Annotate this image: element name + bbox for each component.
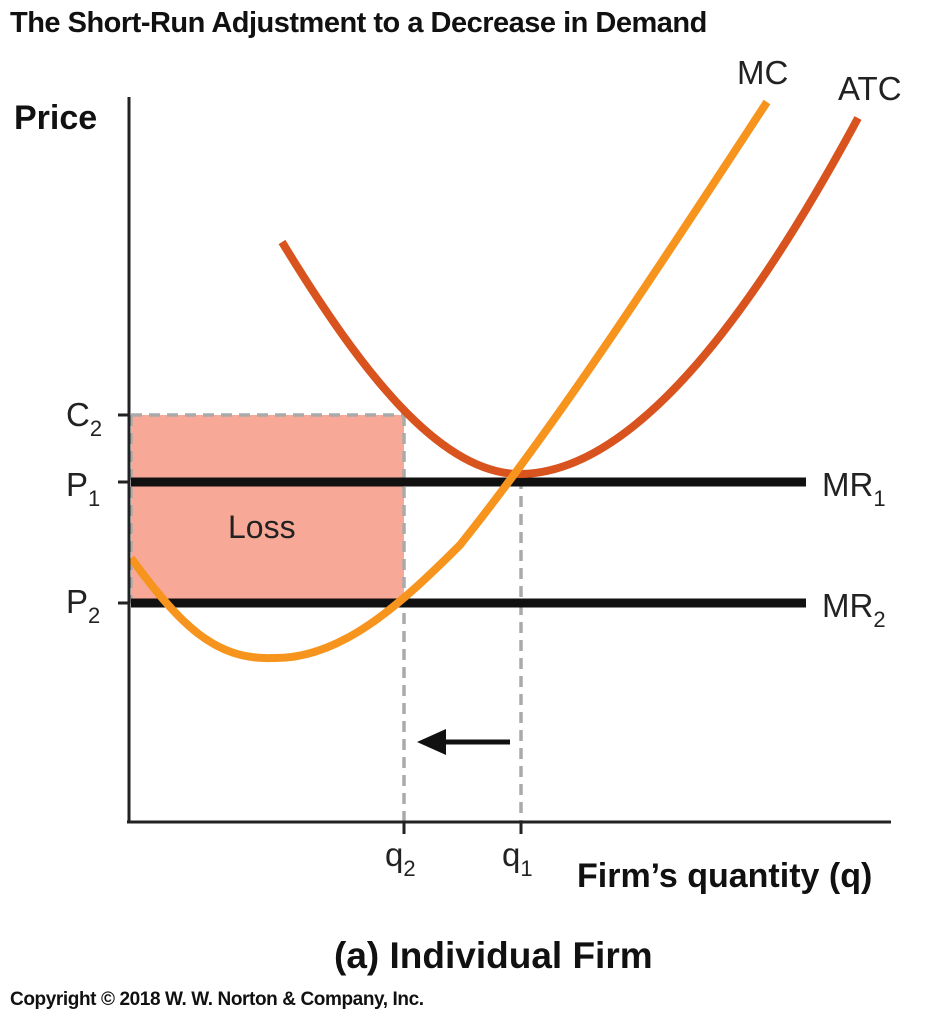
mc-curve [127,99,771,663]
tick-label-p2: P2 [66,583,100,628]
tick-label-q1: q1 [502,836,533,881]
arrow-left-icon [417,729,446,755]
loss-area [131,415,404,603]
mr2-label: MR2 [822,587,886,632]
copyright-text: Copyright © 2018 W. W. Norton & Company,… [10,989,424,1010]
y-axis-title: Price [14,99,97,137]
atc-label: ATC [838,70,902,107]
atc-curve [278,116,862,479]
tick-label-p1: P1 [66,466,100,511]
loss-label: Loss [228,509,296,545]
tick-label-c2: C2 [66,396,102,441]
chart-title: The Short-Run Adjustment to a Decrease i… [10,7,707,39]
mr1-label: MR1 [822,466,886,511]
x-axis-title: Firm’s quantity (q) [577,857,872,895]
mc-label: MC [737,54,788,91]
tick-label-q2: q2 [385,836,416,881]
panel-caption: (a) Individual Firm [334,935,653,976]
